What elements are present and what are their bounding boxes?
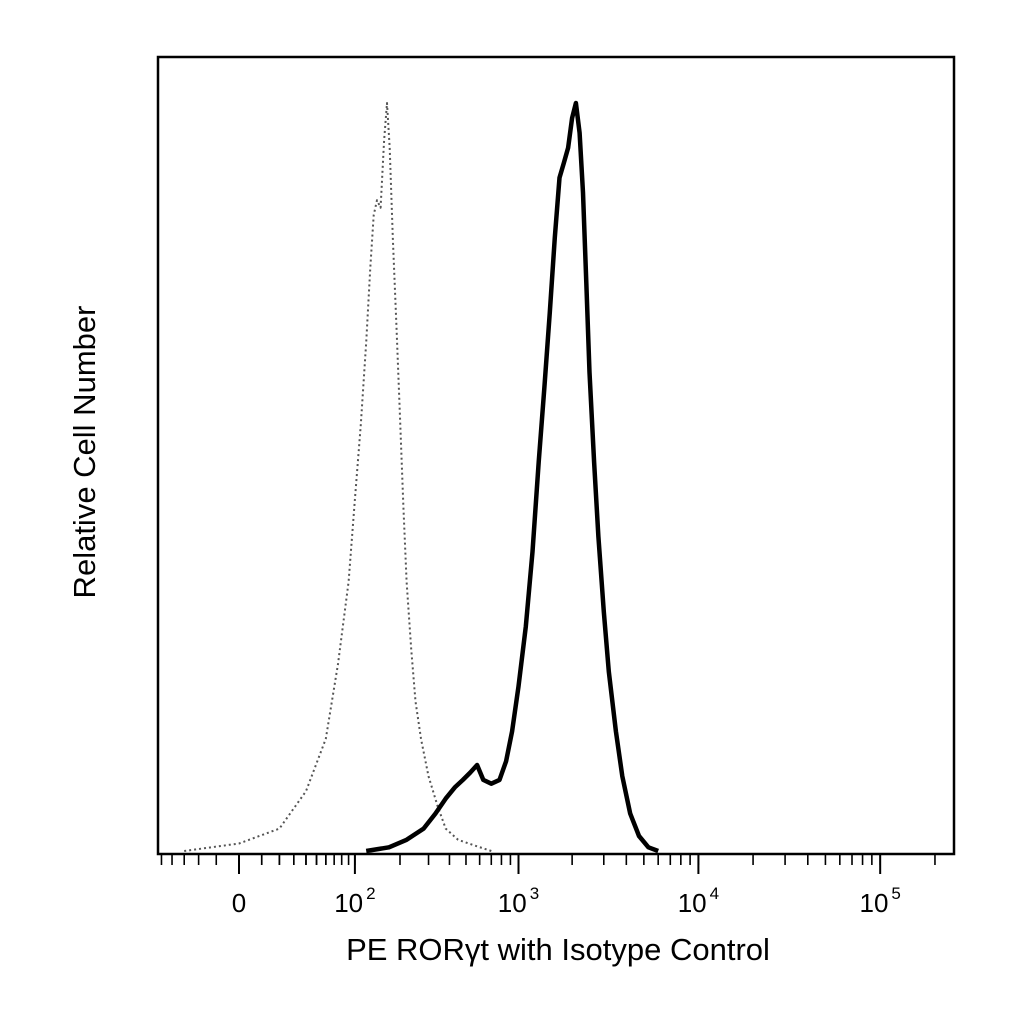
series-line-1 (184, 102, 492, 852)
x-tick-label: 10 4 (678, 884, 719, 918)
x-tick-label: 0 (232, 888, 246, 918)
series-layer (184, 100, 659, 854)
x-tick-label: 10 2 (334, 884, 375, 918)
x-tick-label: 10 5 (859, 884, 900, 918)
x-axis-tick-labels: 0 10 2 10 3 10 4 10 5 (232, 884, 901, 918)
x-axis-ticks (160, 854, 936, 874)
x-tick-label: 10 3 (498, 884, 539, 918)
y-axis-title: Relative Cell Number (67, 306, 102, 599)
plot-frame (156, 55, 956, 856)
x-axis-title: PE RORγt with Isotype Control (346, 932, 770, 967)
series-line-2 (365, 100, 659, 854)
